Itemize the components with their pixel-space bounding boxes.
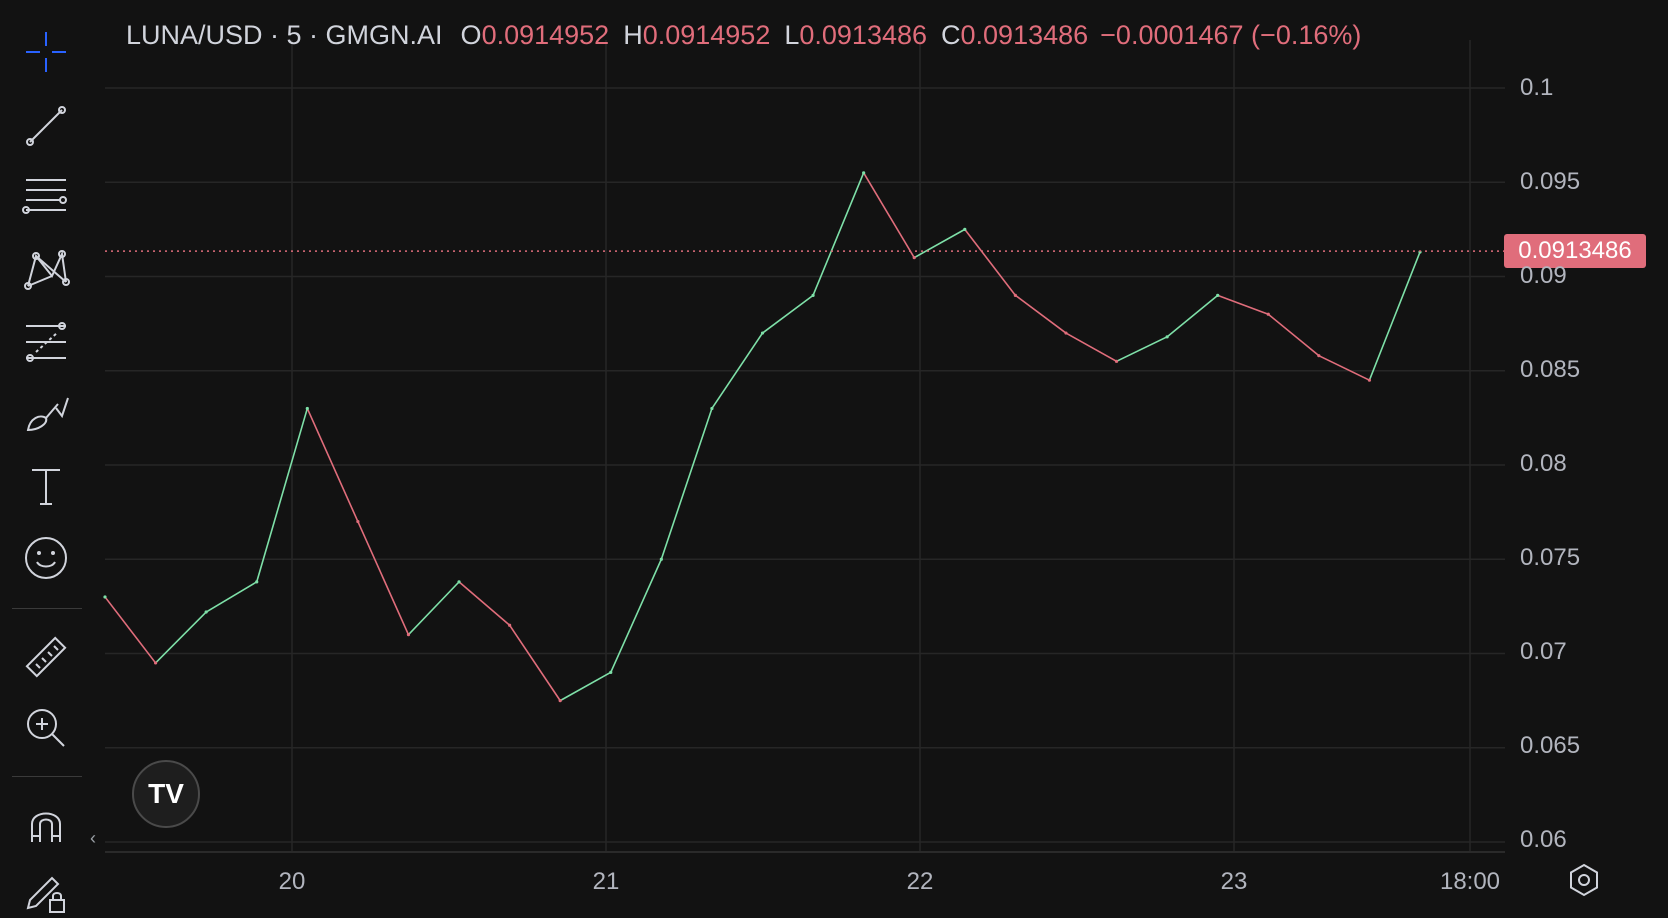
price-segment	[1014, 294, 1067, 334]
x-tick-label: 18:00	[1439, 868, 1501, 895]
symbol-title[interactable]: LUNA/USD · 5 · GMGN.AI	[126, 20, 443, 50]
y-tick-label: 0.075	[1520, 544, 1581, 571]
chart-grid	[105, 40, 1505, 852]
close-value: 0.0913486	[960, 20, 1089, 50]
collapse-toolbar-icon[interactable]: ‹	[90, 828, 96, 848]
zoom-in-icon[interactable]	[20, 702, 72, 754]
price-segment	[155, 611, 207, 664]
price-segment	[660, 408, 713, 560]
pattern-icon[interactable]	[20, 244, 72, 296]
toolbar-separator	[12, 608, 82, 609]
y-tick-label: 0.095	[1520, 168, 1581, 195]
price-segment	[1267, 313, 1320, 357]
price-segment	[812, 172, 865, 296]
price-point	[1367, 378, 1372, 382]
price-segment	[1116, 336, 1168, 363]
price-point	[963, 227, 967, 231]
crosshair-icon[interactable]	[20, 26, 72, 78]
x-tick-label: 21	[592, 868, 620, 895]
y-tick-label: 0.07	[1520, 638, 1567, 665]
price-point	[153, 661, 158, 665]
x-tick-label: 20	[278, 868, 306, 895]
price-point	[609, 670, 613, 674]
close-label: C	[941, 20, 961, 50]
x-tick-label: 23	[1220, 868, 1248, 895]
price-point	[103, 595, 107, 599]
y-tick-label: 0.09	[1520, 262, 1567, 289]
price-segment	[407, 581, 460, 636]
price-segment	[458, 581, 511, 626]
price-segment	[762, 294, 814, 334]
price-series	[103, 171, 1422, 703]
price-point	[1266, 312, 1270, 316]
x-tick-label: 22	[906, 868, 934, 895]
price-segment	[104, 596, 157, 664]
price-point	[255, 580, 259, 584]
price-point	[811, 293, 815, 297]
price-segment	[357, 521, 410, 635]
low-label: L	[784, 20, 800, 50]
price-segment	[1065, 332, 1117, 363]
price-point	[1114, 359, 1119, 363]
chart-legend: LUNA/USD · 5 · GMGN.AI O 0.0914952 H 0.091…	[126, 20, 1361, 51]
settings-icon[interactable]	[1566, 862, 1602, 898]
toolbar-separator	[12, 776, 82, 777]
forecast-icon[interactable]	[20, 316, 72, 368]
price-segment	[1166, 294, 1219, 338]
price-point	[912, 256, 916, 260]
fib-retracement-icon[interactable]	[20, 170, 72, 222]
open-value: 0.0914952	[481, 20, 610, 50]
last-price-tag: 0.0913486	[1504, 234, 1646, 268]
price-point	[457, 580, 461, 584]
y-tick-label: 0.065	[1520, 732, 1581, 759]
price-segment	[255, 408, 309, 583]
price-segment	[508, 624, 561, 702]
text-icon[interactable]	[20, 460, 72, 512]
magnet-icon[interactable]	[20, 800, 72, 852]
y-tick-label: 0.085	[1520, 356, 1581, 383]
trend-line-icon[interactable]	[20, 100, 72, 152]
price-point	[1165, 335, 1169, 339]
price-segment	[205, 581, 258, 613]
price-point	[1317, 354, 1321, 358]
price-point	[1216, 293, 1220, 297]
price-segment	[306, 408, 359, 522]
ruler-icon[interactable]	[20, 632, 72, 684]
price-point	[305, 406, 309, 411]
price-segment	[559, 671, 612, 702]
lock-edit-icon[interactable]	[20, 866, 72, 918]
drawing-toolbar: ‹	[0, 0, 96, 913]
price-segment	[913, 228, 966, 259]
brush-icon[interactable]	[20, 386, 72, 438]
price-point	[508, 623, 512, 627]
open-label: O	[460, 20, 482, 50]
price-segment	[862, 172, 915, 259]
price-segment	[1318, 354, 1370, 381]
y-tick-label: 0.06	[1520, 826, 1567, 853]
low-value: 0.0913486	[799, 20, 928, 50]
price-point	[1064, 331, 1068, 335]
price-point	[710, 406, 714, 411]
price-point	[862, 171, 866, 175]
price-point	[558, 699, 562, 703]
price-point	[659, 557, 663, 561]
high-label: H	[623, 20, 643, 50]
emoji-icon[interactable]	[20, 532, 72, 584]
price-segment	[610, 558, 663, 673]
price-segment	[964, 228, 1017, 296]
price-point	[406, 633, 411, 637]
price-point	[356, 519, 360, 524]
price-segment	[1217, 294, 1269, 315]
y-tick-label: 0.1	[1520, 74, 1554, 101]
high-value: 0.0914952	[642, 20, 771, 50]
tradingview-logo[interactable]: TV	[132, 760, 200, 828]
price-point	[1013, 293, 1017, 297]
price-point	[760, 331, 765, 335]
change-value: −0.0001467 (−0.16%)	[1100, 20, 1362, 50]
y-tick-label: 0.08	[1520, 450, 1567, 477]
price-segment	[1368, 251, 1421, 381]
price-point	[204, 610, 208, 614]
price-segment	[711, 332, 764, 409]
